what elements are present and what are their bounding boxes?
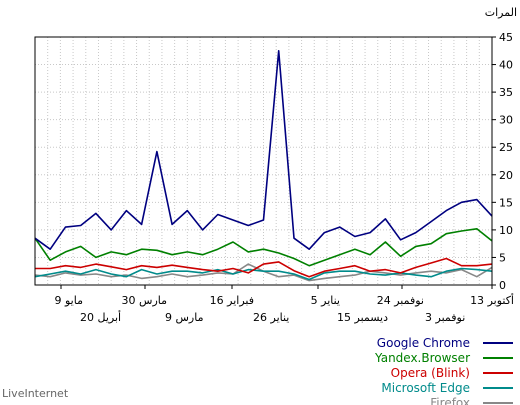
series-line-yandex-browser: [34, 228, 493, 267]
legend-label: Opera (Blink): [391, 366, 470, 380]
y-axis-ticks: 0 5 10 15 20 25 30 35 40 45: [492, 31, 513, 292]
y-tick-label: 5: [499, 251, 506, 264]
legend-label: Firefox: [430, 396, 470, 405]
series-line-opera-blink: [35, 257, 493, 278]
y-tick-label: 15: [499, 196, 513, 209]
x-tick-label: 24 نوفمبر: [377, 294, 424, 307]
plot-border: [34, 36, 493, 286]
x-tick-label: 16 فبراير: [210, 294, 254, 307]
plot-frame: [34, 36, 493, 286]
x-tick-label: 20 أبريل: [80, 310, 121, 324]
y-tick-label: 0: [499, 279, 506, 292]
series-group: [34, 49, 493, 282]
legend-label: Yandex.Browser: [374, 351, 470, 365]
y-tick-label: 45: [499, 31, 513, 44]
x-axis-ticks: 13 أكتوبر 24 نوفمبر 5 يناير 16 فبراير 30 مار…: [55, 285, 514, 324]
x-tick-label: 9 مارس: [165, 311, 204, 324]
y-tick-label: 30: [499, 114, 513, 127]
series-line-google-chrome: [34, 49, 493, 250]
y-tick-label: 10: [499, 224, 513, 237]
legend-label: Google Chrome: [377, 336, 470, 350]
y-tick-label: 25: [499, 141, 513, 154]
x-tick-label: 13 أكتوبر: [470, 293, 514, 307]
x-tick-label: 5 يناير: [311, 294, 340, 307]
series-line-microsoft-edge: [34, 267, 493, 281]
x-tick-label: 9 مايو: [55, 294, 84, 307]
site-footer-label: LiveInternet: [2, 387, 69, 400]
y-axis-label: المرات: [485, 6, 517, 19]
x-tick-label: 3 نوفمبر: [425, 311, 465, 324]
legend-label: Microsoft Edge: [381, 381, 470, 395]
grid: [35, 37, 492, 285]
y-tick-label: 35: [499, 86, 513, 99]
x-tick-label: 30 مارس: [122, 294, 168, 307]
x-tick-label: 26 يناير: [253, 311, 289, 324]
y-tick-label: 20: [499, 169, 513, 182]
y-tick-label: 40: [499, 59, 513, 72]
x-tick-label: 15 ديسمبر: [337, 311, 388, 324]
